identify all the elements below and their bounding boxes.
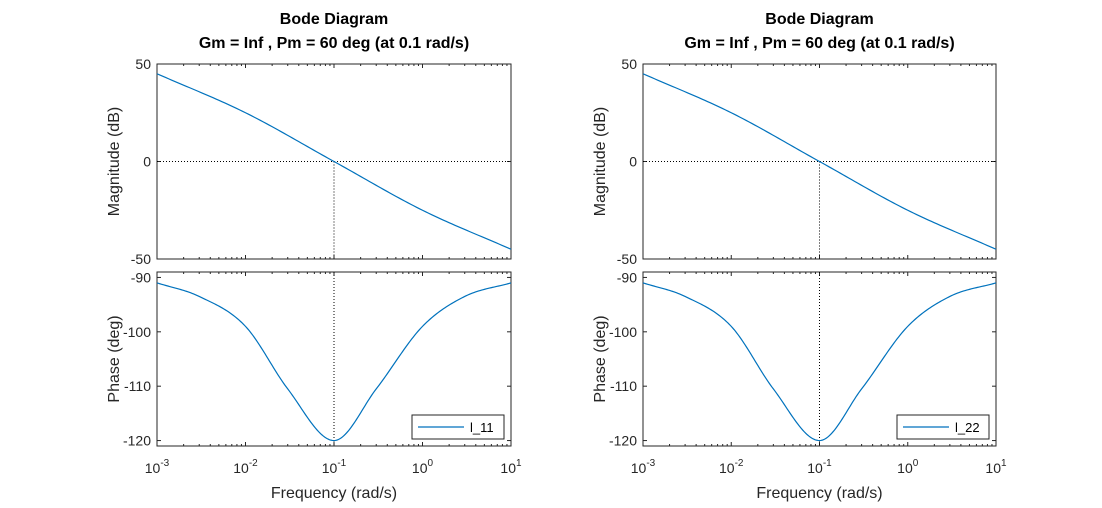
x-tick-label-exponent: 1 bbox=[516, 458, 522, 469]
x-tick-label: 100 bbox=[897, 458, 919, 476]
x-tick-label: 101 bbox=[985, 458, 1007, 476]
magnitude-panel: 50 0 -50 Magnitude (dB) bbox=[592, 56, 997, 267]
y-tick-label: 50 bbox=[135, 56, 151, 72]
x-tick-label: 10-1 bbox=[322, 458, 347, 476]
bode-chart-1: Bode Diagram Gm = Inf , Pm = 60 deg (at 0… bbox=[106, 11, 522, 502]
magnitude-series-line bbox=[642, 73, 997, 250]
chart-title: Bode Diagram bbox=[765, 11, 873, 28]
x-tick-label-exponent: -3 bbox=[160, 458, 169, 469]
y-tick-label: -50 bbox=[131, 251, 151, 267]
x-tick-label-base: 10 bbox=[145, 460, 161, 476]
x-tick-label: 100 bbox=[412, 458, 434, 476]
x-axis-label: Frequency (rad/s) bbox=[271, 485, 397, 502]
y-axis-label: Phase (deg) bbox=[106, 315, 123, 402]
x-tick-label: 10-2 bbox=[233, 458, 258, 476]
legend: l_11 bbox=[411, 414, 505, 440]
x-tick-label-base: 10 bbox=[412, 460, 428, 476]
x-tick-label-exponent: 0 bbox=[913, 458, 919, 469]
chart-title: Bode Diagram bbox=[280, 11, 388, 28]
phase-series-line bbox=[156, 282, 512, 442]
x-tick-label: 10-3 bbox=[631, 458, 656, 476]
bode-chart-2: Bode Diagram Gm = Inf , Pm = 60 deg (at 0… bbox=[592, 11, 1007, 502]
x-tick-label: 10-3 bbox=[145, 458, 170, 476]
legend: l_22 bbox=[896, 414, 990, 440]
y-tick-label: -110 bbox=[124, 378, 151, 394]
x-tick-label-base: 10 bbox=[322, 460, 338, 476]
x-tick-label-exponent: -2 bbox=[249, 458, 258, 469]
y-tick-label: -100 bbox=[123, 324, 151, 340]
y-tick-label: -50 bbox=[617, 251, 637, 267]
y-tick-label: -90 bbox=[131, 269, 151, 285]
magnitude-series-line bbox=[156, 73, 512, 250]
x-tick-label: 101 bbox=[500, 458, 522, 476]
x-tick-label-base: 10 bbox=[631, 460, 647, 476]
x-tick-label-exponent: 1 bbox=[1001, 458, 1007, 469]
y-tick-label: -120 bbox=[609, 433, 637, 449]
legend-label: l_22 bbox=[955, 420, 980, 435]
chart-subtitle: Gm = Inf , Pm = 60 deg (at 0.1 rad/s) bbox=[684, 35, 954, 52]
y-tick-label: -100 bbox=[609, 324, 637, 340]
y-tick-label: 0 bbox=[143, 154, 151, 170]
x-axis-label: Frequency (rad/s) bbox=[756, 485, 882, 502]
magnitude-panel: 50 0 -50 Magnitude (dB) bbox=[106, 56, 512, 267]
x-tick-label: 10-1 bbox=[807, 458, 832, 476]
x-tick-label-exponent: -3 bbox=[646, 458, 655, 469]
x-tick-label-base: 10 bbox=[807, 460, 823, 476]
y-axis-label: Magnitude (dB) bbox=[106, 107, 123, 216]
x-tick-label-base: 10 bbox=[897, 460, 913, 476]
y-tick-label: -120 bbox=[123, 433, 151, 449]
y-tick-label: 50 bbox=[621, 56, 637, 72]
x-tick-label-exponent: -2 bbox=[735, 458, 744, 469]
y-axis-label: Phase (deg) bbox=[592, 315, 609, 402]
x-tick-label-base: 10 bbox=[985, 460, 1001, 476]
y-tick-label: 0 bbox=[629, 154, 637, 170]
x-tick-label-exponent: 0 bbox=[428, 458, 434, 469]
y-axis-label: Magnitude (dB) bbox=[592, 107, 609, 216]
x-tick-label-base: 10 bbox=[719, 460, 735, 476]
y-tick-label: -90 bbox=[617, 269, 637, 285]
x-tick-label-exponent: -1 bbox=[337, 458, 346, 469]
x-tick-label-base: 10 bbox=[500, 460, 516, 476]
chart-subtitle: Gm = Inf , Pm = 60 deg (at 0.1 rad/s) bbox=[199, 35, 469, 52]
phase-series-line bbox=[642, 282, 997, 442]
x-tick-label-base: 10 bbox=[233, 460, 249, 476]
x-tick-label: 10-2 bbox=[719, 458, 744, 476]
legend-label: l_11 bbox=[470, 420, 494, 435]
x-tick-label-exponent: -1 bbox=[823, 458, 832, 469]
y-tick-label: -110 bbox=[610, 378, 637, 394]
